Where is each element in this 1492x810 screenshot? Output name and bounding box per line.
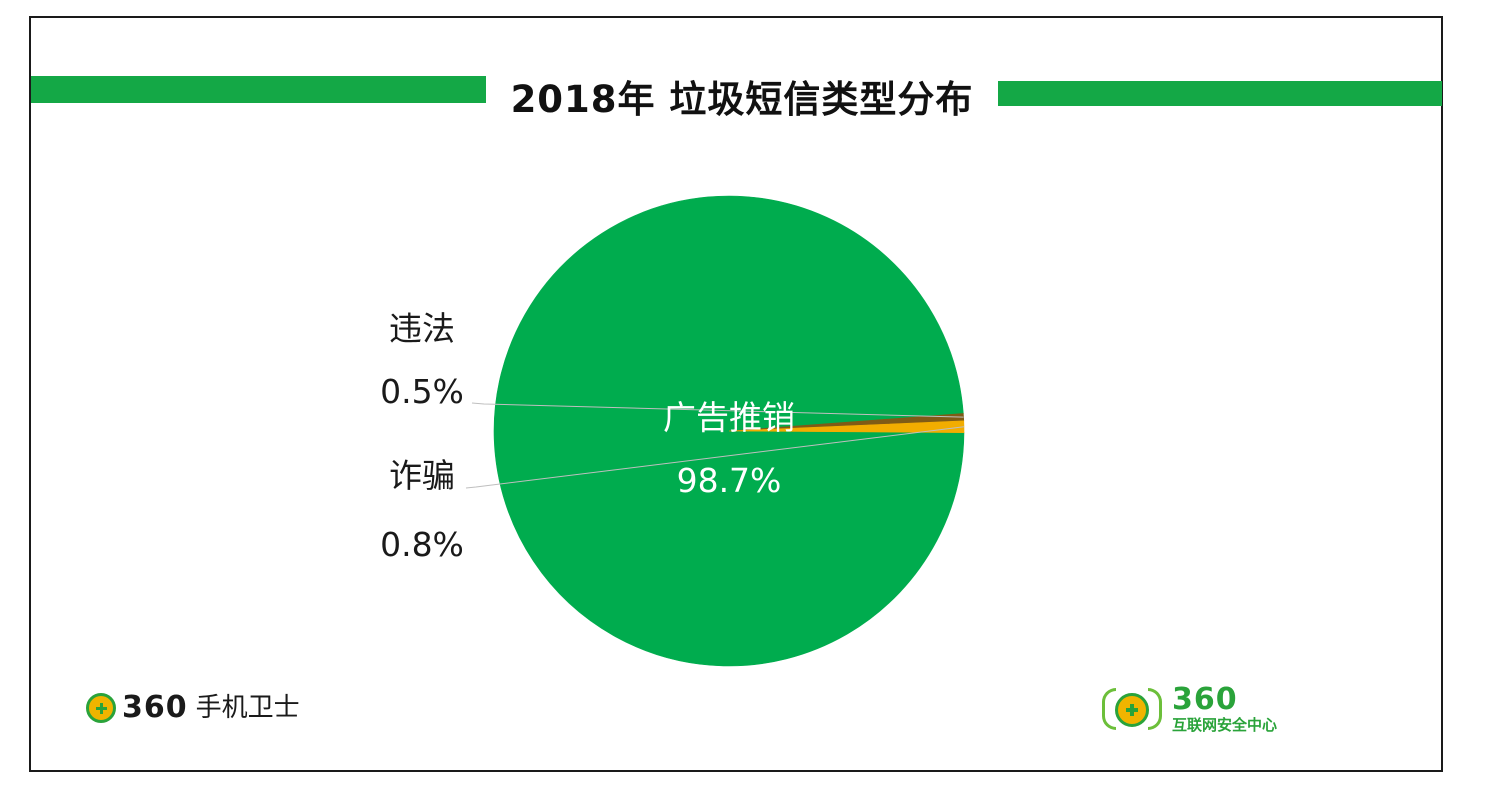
slice-value-3: 0.8% <box>380 525 464 564</box>
logo-number: 360 <box>1172 682 1238 717</box>
wreath-plus-icon <box>1100 684 1164 734</box>
slice-label-1: 广告推销 <box>663 398 795 437</box>
slice-label-3: 诈骗 <box>389 456 455 495</box>
title-bar-left <box>31 76 486 103</box>
logo-number: 360 <box>122 690 188 725</box>
leader-line-3 <box>465 426 965 489</box>
logo-360-mobile-guard: 360 手机卫士 <box>86 693 300 723</box>
title-bar-right <box>998 81 1442 106</box>
slice-label-2: 违法 <box>389 309 455 348</box>
leader-line-2 <box>471 402 964 418</box>
logo-name: 手机卫士 <box>195 693 300 723</box>
logo-subtitle: 互联网安全中心 <box>1172 716 1278 734</box>
leader-lines <box>465 402 965 489</box>
pie-slices <box>493 195 965 667</box>
plus-badge-icon <box>86 693 116 723</box>
logo-360-security-center: 360 互联网安全中心 <box>1100 684 1277 734</box>
slice-value-1: 98.7% <box>677 461 782 500</box>
chart-title: 2018年 垃圾短信类型分布 <box>510 78 974 121</box>
slice-labels: 广告推销 98.7% 违法 0.5% 诈骗 0.8% <box>380 309 795 564</box>
slice-value-2: 0.5% <box>380 372 464 411</box>
